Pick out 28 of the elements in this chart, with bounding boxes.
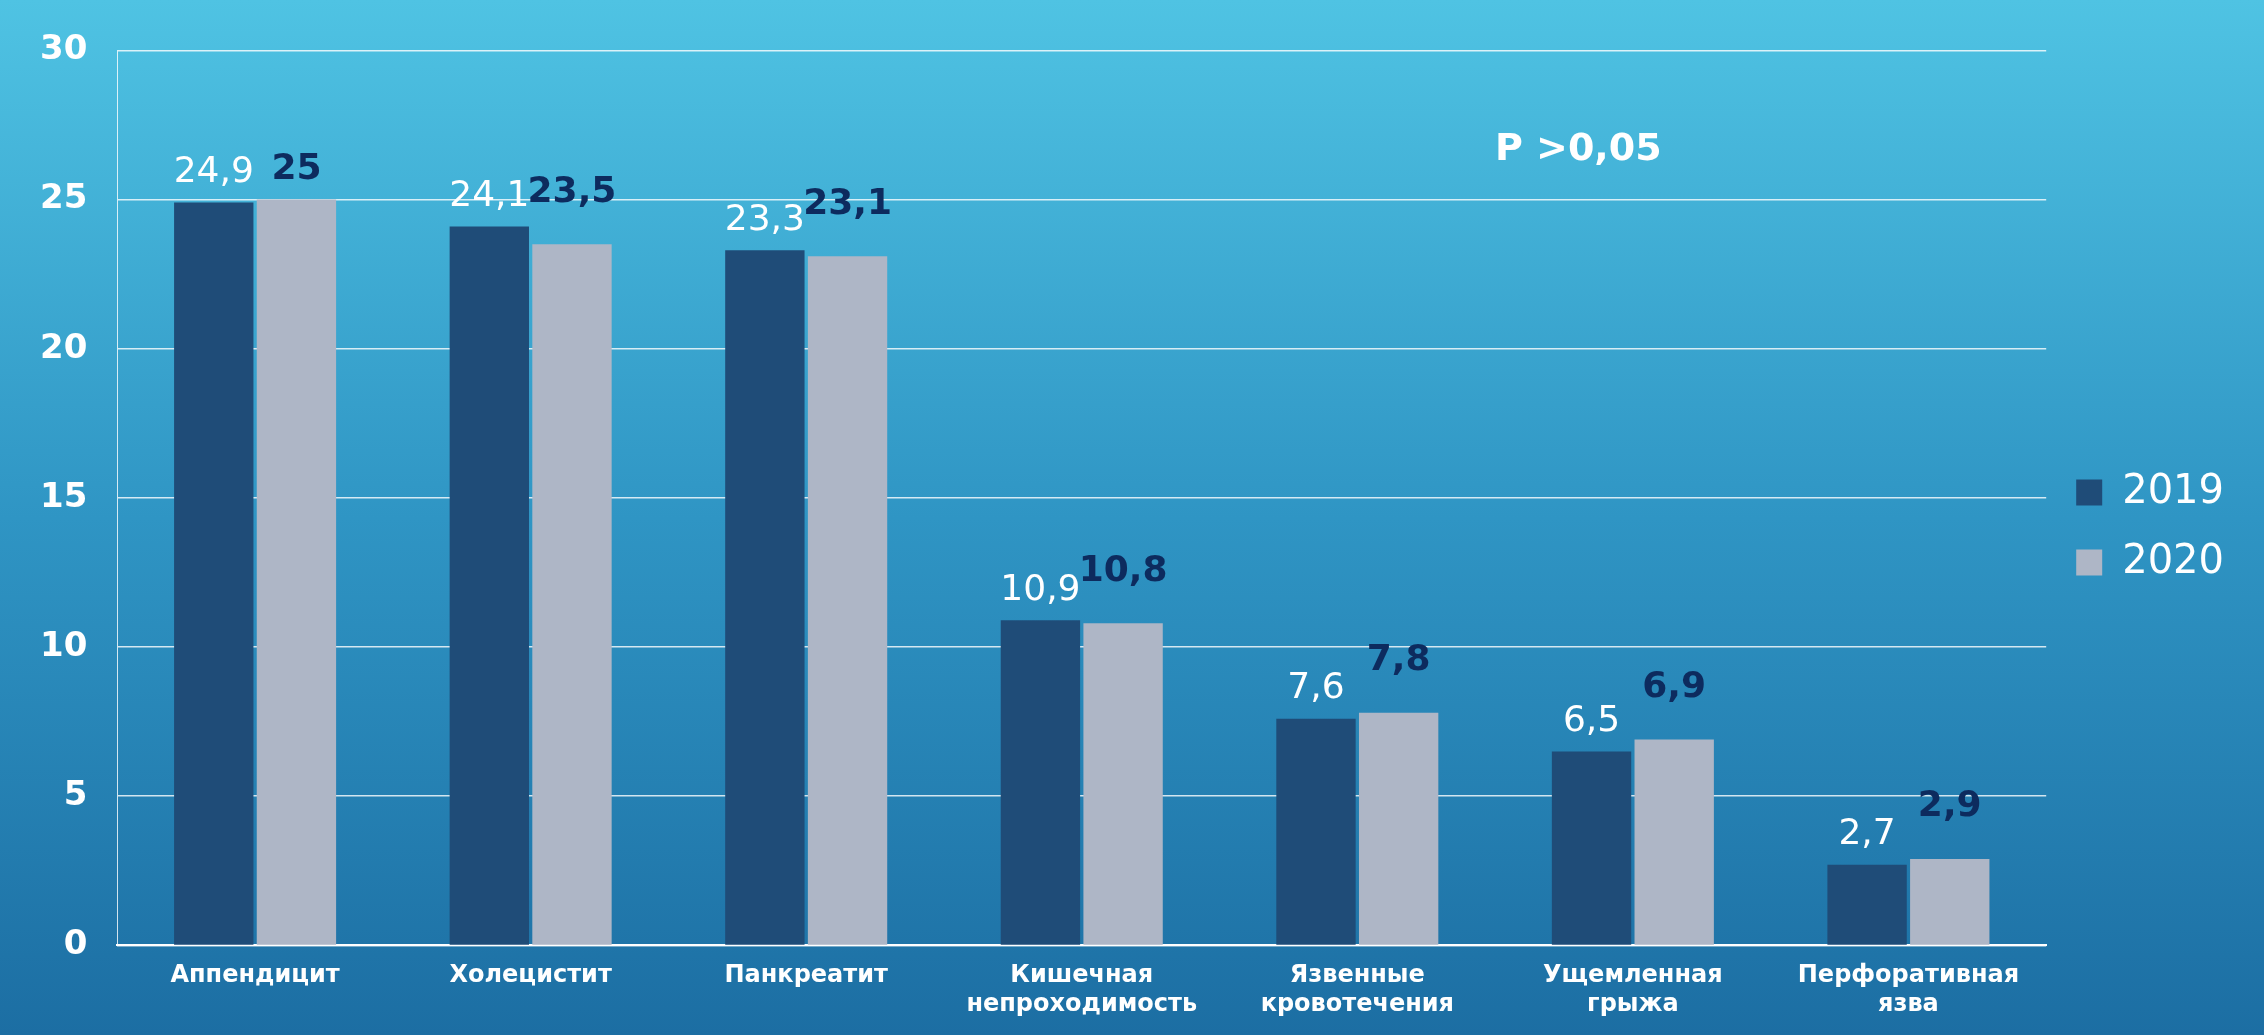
data-label: 23,5 [527,168,617,210]
data-label: 24,9 [173,148,254,190]
data-label: 7,6 [1287,665,1345,707]
data-label: 2,7 [1838,811,1896,853]
y-tick-label: 0 [63,922,88,963]
data-label: 25 [271,145,322,187]
legend-label: 2019 [2122,465,2224,512]
data-label: 7,8 [1366,637,1431,679]
data-label: 6,5 [1562,697,1621,739]
y-tick-label: 25 [39,176,88,217]
x-tick-label: Кишечная непроходимость [966,960,1198,1017]
y-tick-label: 20 [39,325,88,366]
x-tick-label: Язвенные кровотечения [1260,960,1455,1017]
x-tick-label: Перфоративная язва [1797,960,2020,1017]
data-label: 23,3 [724,196,805,238]
x-tick-label: Холецистит [449,960,612,989]
y-tick-label: 5 [63,773,88,814]
data-label: 10,8 [1078,547,1168,589]
x-tick-label: Панкреатит [724,960,889,989]
y-tick-label: 15 [39,474,88,515]
y-tick-label: 10 [39,623,88,664]
data-label: 6,9 [1642,663,1707,705]
data-label: 10,9 [1000,566,1081,608]
annotation: P >0,05 [1495,125,1662,169]
y-tick-label: 30 [39,27,88,68]
x-tick-label: Ущемленная грыжа [1543,960,1723,1017]
legend-label: 2020 [2122,535,2224,582]
x-tick-label: Аппендицит [170,960,340,989]
